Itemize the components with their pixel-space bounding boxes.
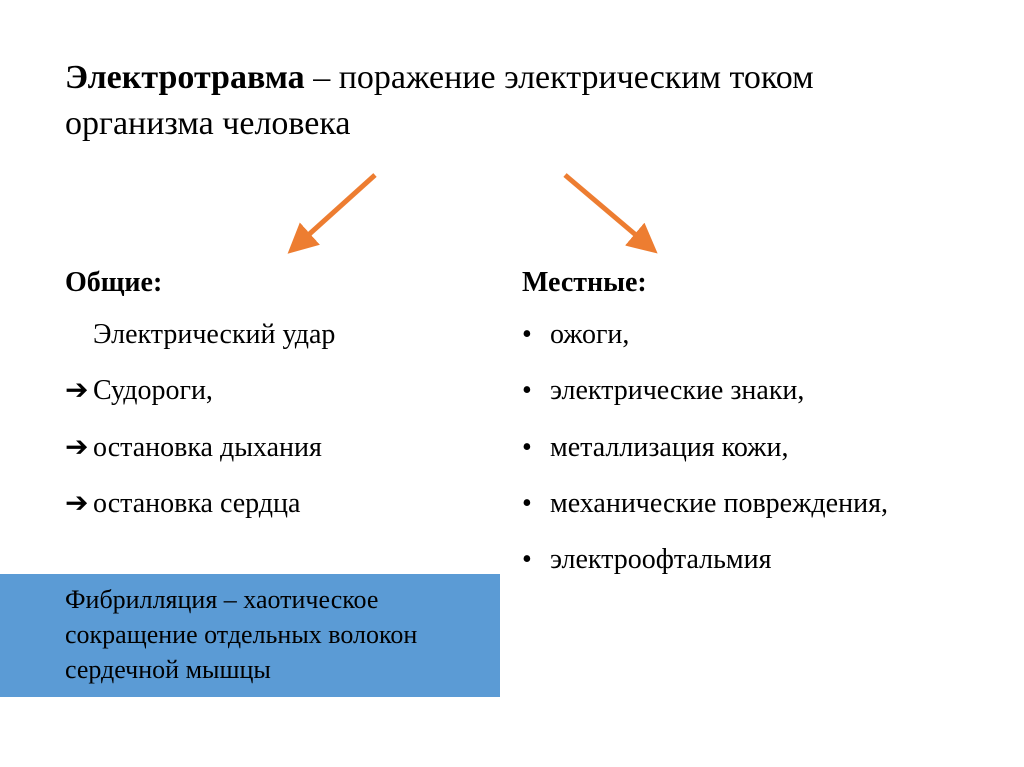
item-text: электроофтальмия: [550, 542, 959, 578]
dash: –: [305, 59, 339, 96]
list-item: • электроофтальмия: [522, 542, 959, 578]
bullet-icon: •: [522, 542, 550, 578]
slide: Электротравма – поражение электрическим …: [0, 0, 1024, 767]
item-text: металлизация кожи,: [550, 430, 959, 466]
arrow-marker-icon: ➔: [65, 486, 93, 522]
item-text: остановка сердца: [93, 486, 482, 522]
arrows-region: [65, 157, 959, 267]
item-text: Судороги,: [93, 373, 482, 409]
arrow-marker-icon: ➔: [65, 430, 93, 466]
term: Электротравма: [65, 59, 305, 96]
list-item: ➔ Судороги,: [65, 373, 482, 409]
column-general-title: Общие:: [65, 267, 482, 299]
list-item: ➔ остановка сердца: [65, 486, 482, 522]
note-text: Фибрилляция – хаотическое сокращение отд…: [65, 585, 417, 684]
column-local-title: Местные:: [522, 267, 959, 299]
item-text: остановка дыхания: [93, 430, 482, 466]
list-item: • механические повреждения,: [522, 486, 959, 522]
list-item: ➔ остановка дыхания: [65, 430, 482, 466]
note-box: Фибрилляция – хаотическое сокращение отд…: [0, 574, 500, 697]
item-text: механические повреждения,: [550, 486, 959, 522]
arrow-left-line: [295, 175, 375, 247]
list-item: Электрический удар: [65, 317, 482, 353]
item-text: ожоги,: [550, 317, 959, 353]
item-text: Электрический удар: [93, 317, 482, 353]
bullet-icon: •: [522, 486, 550, 522]
arrow-left-icon: [65, 157, 965, 267]
arrow-right-line: [565, 175, 650, 247]
bullet-icon: •: [522, 430, 550, 466]
item-text: электрические знаки,: [550, 373, 959, 409]
columns: Общие: Электрический удар ➔ Судороги, ➔ …: [65, 267, 959, 599]
list-item: • электрические знаки,: [522, 373, 959, 409]
arrow-marker-icon: ➔: [65, 373, 93, 409]
column-general: Общие: Электрический удар ➔ Судороги, ➔ …: [65, 267, 512, 599]
column-local: Местные: • ожоги, • электрические знаки,…: [512, 267, 959, 599]
list-item: • металлизация кожи,: [522, 430, 959, 466]
bullet-icon: •: [522, 317, 550, 353]
list-item: • ожоги,: [522, 317, 959, 353]
definition-heading: Электротравма – поражение электрическим …: [65, 55, 959, 147]
bullet-icon: •: [522, 373, 550, 409]
